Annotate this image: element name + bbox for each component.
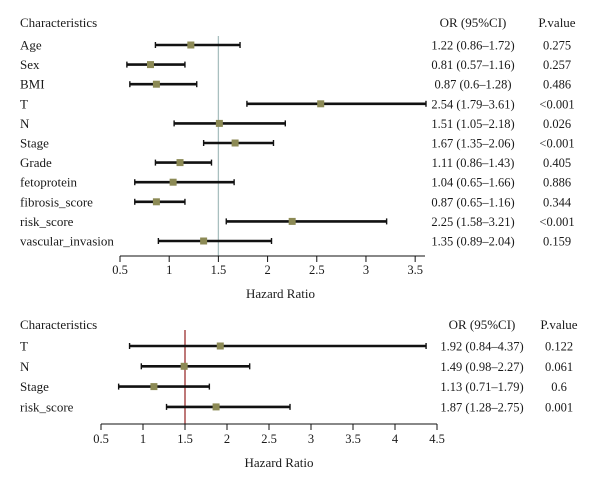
header-p-value: P.value [540, 317, 577, 332]
or-ci-value: 1.04 (0.65–1.66) [431, 176, 514, 190]
or-ci-value: 1.92 (0.84–4.37) [440, 340, 523, 354]
header-or-ci: OR (95%CI) [449, 317, 516, 332]
p-value: 0.886 [543, 176, 571, 190]
row-label: vascular_invasion [20, 234, 114, 249]
point-estimate [216, 342, 224, 350]
x-tick-label: 4.5 [429, 432, 445, 446]
header-characteristics: Characteristics [20, 15, 97, 30]
x-tick-label: 0.5 [93, 432, 109, 446]
point-estimate [200, 237, 208, 245]
or-ci-value: 1.51 (1.05–2.18) [431, 117, 514, 131]
row-label: fetoprotein [20, 175, 78, 190]
p-value: <0.001 [539, 97, 574, 111]
p-value: 0.486 [543, 78, 571, 92]
x-tick-label: 2.5 [261, 432, 277, 446]
p-value: 0.026 [543, 117, 571, 131]
point-estimate [215, 119, 223, 127]
p-value: <0.001 [539, 215, 574, 229]
or-ci-value: 1.67 (1.35–2.06) [431, 137, 514, 151]
or-ci-value: 0.87 (0.65–1.16) [431, 195, 514, 209]
p-value: 0.122 [545, 340, 573, 354]
header-or-ci: OR (95%CI) [440, 15, 507, 30]
or-ci-value: 1.49 (0.98–2.27) [440, 360, 523, 374]
point-estimate [212, 403, 220, 411]
or-ci-value: 1.35 (0.89–2.04) [431, 235, 514, 249]
point-estimate [180, 362, 188, 370]
or-ci-value: 1.11 (0.86–1.43) [432, 156, 515, 170]
row-label: Sex [20, 57, 40, 72]
point-estimate [176, 159, 184, 167]
x-tick-label: 3.5 [345, 432, 361, 446]
x-tick-label: 3.5 [407, 263, 423, 277]
x-tick-label: 3 [308, 432, 314, 446]
row-label: T [20, 96, 28, 111]
p-value: 0.061 [545, 360, 573, 374]
row-label: risk_score [20, 214, 74, 229]
x-tick-label: 1.5 [177, 432, 193, 446]
x-tick-label: 1 [166, 263, 172, 277]
row-label: T [20, 339, 28, 354]
point-estimate [231, 139, 239, 147]
point-estimate [317, 100, 325, 108]
point-estimate [147, 61, 154, 69]
row-label: Stage [20, 136, 49, 151]
point-estimate [187, 41, 195, 49]
or-ci-value: 2.25 (1.58–3.21) [431, 215, 514, 229]
header-p-value: P.value [538, 15, 575, 30]
row-label: Grade [20, 155, 52, 170]
point-estimate [169, 178, 177, 186]
x-tick-label: 2.5 [309, 263, 325, 277]
point-estimate [152, 198, 160, 206]
point-estimate [152, 80, 160, 88]
or-ci-value: 1.87 (1.28–2.75) [440, 400, 523, 414]
or-ci-value: 1.22 (0.86–1.72) [431, 39, 514, 53]
or-ci-value: 2.54 (1.79–3.61) [431, 97, 514, 111]
row-label: risk_score [20, 399, 74, 414]
x-tick-label: 0.5 [112, 263, 128, 277]
x-tick-label: 2 [224, 432, 230, 446]
or-ci-value: 0.81 (0.57–1.16) [431, 58, 514, 72]
row-label: BMI [20, 77, 45, 92]
row-label: fibrosis_score [20, 194, 93, 209]
row-label: Age [20, 38, 42, 53]
x-axis-label: Hazard Ratio [245, 455, 314, 470]
point-estimate [150, 383, 158, 391]
row-label: N [20, 116, 30, 131]
p-value: 0.159 [543, 235, 571, 249]
or-ci-value: 0.87 (0.6–1.28) [434, 78, 511, 92]
x-tick-label: 4 [392, 432, 399, 446]
p-value: 0.344 [543, 195, 572, 209]
x-tick-label: 1 [140, 432, 146, 446]
row-label: N [20, 359, 30, 374]
p-value: 0.275 [543, 39, 571, 53]
p-value: 0.257 [543, 58, 571, 72]
p-value: 0.001 [545, 400, 573, 414]
p-value: 0.6 [551, 380, 567, 394]
or-ci-value: 1.13 (0.71–1.79) [440, 380, 523, 394]
x-tick-label: 3 [363, 263, 369, 277]
p-value: 0.405 [543, 156, 571, 170]
x-axis-label: Hazard Ratio [246, 286, 315, 301]
p-value: <0.001 [539, 137, 574, 151]
x-tick-label: 1.5 [211, 263, 227, 277]
point-estimate [288, 217, 296, 225]
x-tick-label: 2 [264, 263, 270, 277]
header-characteristics: Characteristics [20, 317, 97, 332]
row-label: Stage [20, 379, 49, 394]
